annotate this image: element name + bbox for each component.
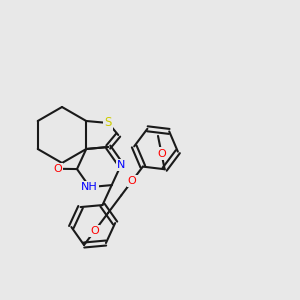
Text: O: O — [128, 176, 136, 186]
Text: S: S — [105, 116, 112, 130]
Text: N: N — [117, 160, 125, 170]
Text: NH: NH — [81, 182, 98, 192]
Text: O: O — [157, 148, 166, 159]
Text: O: O — [53, 164, 62, 174]
Text: O: O — [90, 226, 99, 236]
